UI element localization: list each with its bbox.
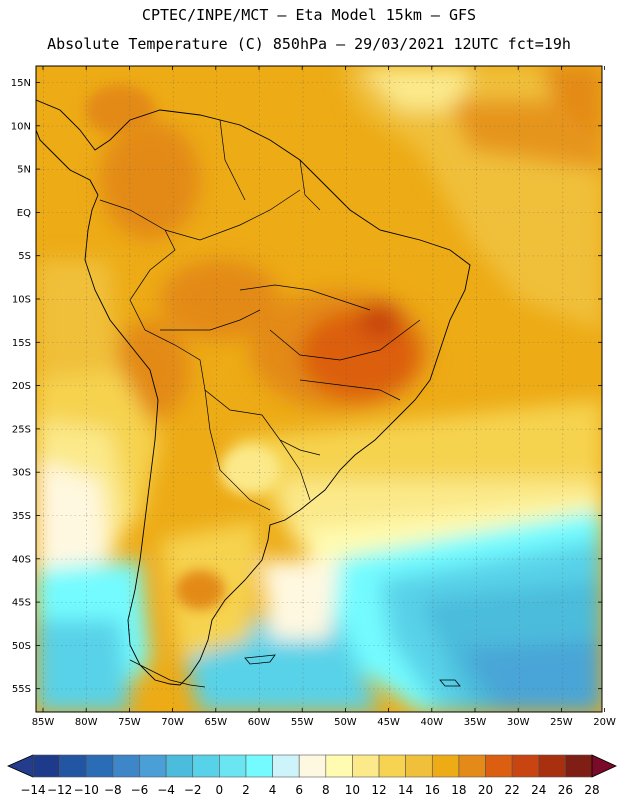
colorbar-label: −6: [131, 783, 149, 797]
lon-label: 20W: [593, 717, 616, 728]
colorbar-label: −12: [47, 783, 72, 797]
colorbar-label: −14: [20, 783, 45, 797]
colorbar-swatch: [219, 754, 247, 778]
colorbar-label: 4: [269, 783, 277, 797]
colorbar-label: −4: [157, 783, 175, 797]
colorbar-swatch: [378, 754, 406, 778]
lat-label: 10N: [11, 121, 31, 132]
colorbar-label: 22: [505, 783, 520, 797]
lat-label: 30S: [12, 468, 31, 479]
colorbar-over-arrow: [591, 754, 617, 778]
colorbar-swatch: [431, 754, 460, 778]
colorbar-label: −8: [104, 783, 122, 797]
colorbar-swatch: [32, 754, 60, 778]
lat-label: 45S: [12, 598, 31, 609]
colorbar-label: 10: [345, 783, 360, 797]
lon-label: 45W: [377, 717, 400, 728]
chart-subtitle: Absolute Temperature (C) 850hPa – 29/03/…: [47, 35, 571, 53]
lat-label: 40S: [12, 554, 31, 565]
lon-label: 50W: [334, 717, 357, 728]
colorbar-swatch: [298, 754, 327, 778]
colorbar-label: 26: [558, 783, 573, 797]
colorbar: [7, 754, 617, 778]
colorbar-label: 14: [398, 783, 413, 797]
colorbar-label: 16: [425, 783, 440, 797]
lat-label: 5N: [17, 165, 31, 176]
lon-label: 30W: [507, 717, 530, 728]
lat-label: EQ: [17, 208, 31, 219]
lon-label: 85W: [32, 717, 55, 728]
lat-label: 15N: [11, 78, 31, 89]
colorbar-swatch: [59, 754, 87, 778]
colorbar-label: 6: [295, 783, 303, 797]
colorbar-swatch: [565, 754, 593, 778]
graticule: [36, 66, 602, 712]
colorbar-swatch: [165, 754, 194, 778]
colorbar-label: −2: [184, 783, 202, 797]
colorbar-label: 12: [371, 783, 386, 797]
lon-label: 40W: [420, 717, 443, 728]
lat-label: 35S: [12, 511, 31, 522]
lat-label: 5S: [18, 251, 31, 262]
colorbar-swatch: [85, 754, 114, 778]
colorbar-label: 2: [242, 783, 250, 797]
lon-label: 65W: [204, 717, 227, 728]
colorbar-swatch: [405, 754, 433, 778]
colorbar-label: 28: [584, 783, 599, 797]
colorbar-under-arrow: [7, 754, 34, 778]
colorbar-label: 8: [322, 783, 330, 797]
lon-label: 35W: [464, 717, 487, 728]
colorbar-swatch: [245, 754, 273, 778]
colorbar-label: 20: [478, 783, 493, 797]
lat-label: 50S: [12, 641, 31, 652]
lon-label: 75W: [118, 717, 141, 728]
colorbar-label: 18: [451, 783, 466, 797]
colorbar-swatch: [112, 754, 140, 778]
lon-label: 25W: [550, 717, 573, 728]
colorbar-swatch: [325, 754, 353, 778]
lon-label: 60W: [248, 717, 271, 728]
colorbar-swatch: [485, 754, 513, 778]
colorbar-swatch: [511, 754, 540, 778]
colorbar-label: 24: [531, 783, 546, 797]
lon-label: 55W: [291, 717, 314, 728]
lon-label: 70W: [161, 717, 184, 728]
lon-label: 80W: [75, 717, 98, 728]
lat-label: 15S: [12, 338, 31, 349]
lat-label: 55S: [12, 684, 31, 695]
plot-frame: [35, 65, 603, 713]
colorbar-swatch: [139, 754, 167, 778]
colorbar-label: 0: [216, 783, 224, 797]
colorbar-label: −10: [74, 783, 99, 797]
colorbar-swatch: [352, 754, 380, 778]
chart-title: CPTEC/INPE/MCT – Eta Model 15km – GFS: [141, 6, 477, 24]
lat-label: 10S: [12, 295, 31, 306]
colorbar-swatch: [538, 754, 566, 778]
colorbar-swatch: [192, 754, 220, 778]
colorbar-swatch: [458, 754, 486, 778]
lat-label: 20S: [12, 381, 31, 392]
lat-label: 25S: [12, 424, 31, 435]
colorbar-swatch: [272, 754, 300, 778]
